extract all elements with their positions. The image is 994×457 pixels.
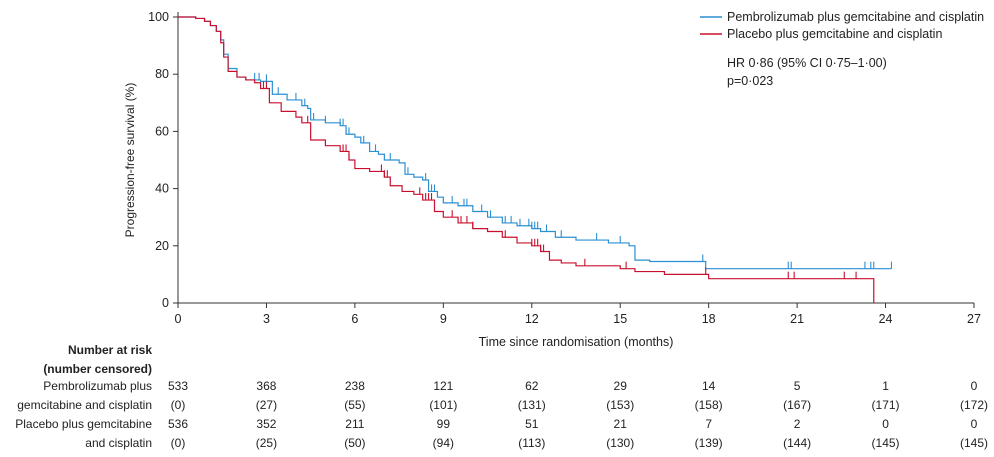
censored-value: (0): [170, 436, 186, 450]
y-tick-label: 60: [155, 124, 169, 138]
y-tick-label: 40: [155, 182, 169, 196]
at-risk-value: 533: [167, 379, 189, 393]
series-layer: [178, 16, 893, 303]
risk-group-label-placebo-1: Placebo plus gemcitabine: [15, 417, 152, 431]
y-tick-label: 0: [162, 296, 169, 310]
at-risk-value: 0: [882, 417, 889, 431]
at-risk-value: 99: [436, 417, 450, 431]
x-tick-label: 21: [790, 312, 804, 326]
at-risk-value: 51: [525, 417, 539, 431]
at-risk-value: 238: [344, 379, 365, 393]
x-tick-label: 27: [967, 312, 981, 326]
censored-value: (113): [518, 436, 546, 450]
censored-value: (153): [606, 398, 635, 412]
x-axis-label: Time since randomisation (months): [479, 335, 674, 349]
x-tick-label: 18: [702, 312, 716, 326]
censored-value: (25): [255, 436, 278, 450]
censored-value: (55): [344, 398, 366, 412]
risk-group-label-pembro-2: gemcitabine and cisplatin: [17, 398, 152, 412]
at-risk-value: 368: [256, 379, 277, 393]
censored-value: (130): [606, 436, 635, 450]
at-risk-value: 62: [525, 379, 539, 393]
legend: Pembrolizumab plus gemcitabine and cispl…: [700, 10, 984, 41]
at-risk-value: 14: [701, 379, 716, 393]
x-tick-label: 0: [175, 312, 182, 326]
at-risk-value: 2: [793, 417, 801, 431]
y-axis-label: Progression-free survival (%): [123, 83, 137, 238]
x-tick-label: 12: [525, 312, 539, 326]
p-value-annotation: p=0·023: [727, 74, 773, 88]
at-risk-value: 7: [705, 417, 712, 431]
y-tick-label: 100: [148, 10, 169, 24]
at-risk-value: 0: [970, 417, 978, 431]
axes: 0 3 6 9 12 15 18 21 24 27 0 20 40 60 80 100: [148, 10, 981, 326]
censored-value: (0): [170, 398, 186, 412]
at-risk-value: 5: [793, 379, 801, 393]
censored-value: (144): [783, 436, 812, 450]
legend-label-placebo: Placebo plus gemcitabine and cisplatin: [727, 27, 942, 41]
x-tick-label: 24: [879, 312, 893, 326]
at-risk-value: 1: [882, 379, 889, 393]
survival-curve-pembro: [178, 16, 892, 270]
censored-value: (171): [871, 398, 900, 412]
censored-value: (167): [783, 398, 812, 412]
at-risk-value: 0: [970, 379, 978, 393]
censored-value: (145): [959, 436, 988, 450]
at-risk-value: 536: [167, 417, 189, 431]
censored-value: (94): [432, 436, 454, 450]
x-tick-label: 3: [263, 312, 270, 326]
legend-label-pembro: Pembrolizumab plus gemcitabine and cispl…: [727, 10, 984, 24]
risk-group-label-pembro-1: Pembrolizumab plus: [43, 379, 152, 393]
censored-value: (27): [255, 398, 278, 412]
censored-value: (131): [517, 398, 546, 412]
risk-table-title: Number at risk: [67, 343, 152, 357]
risk-group-label-placebo-2: and cisplatin: [85, 436, 152, 450]
at-risk-value: 352: [256, 417, 277, 431]
censored-value: (158): [694, 398, 723, 412]
censored-value: (172): [959, 398, 988, 412]
at-risk-value: 211: [345, 417, 365, 431]
risk-table-subtitle: (number censored): [43, 362, 152, 376]
y-tick-label: 20: [155, 239, 169, 253]
x-tick-label: 15: [613, 312, 627, 326]
x-tick-label: 9: [440, 312, 447, 326]
at-risk-value: 21: [613, 417, 627, 431]
censored-value: (101): [429, 398, 458, 412]
at-risk-value: 121: [433, 379, 454, 393]
hazard-ratio-annotation: HR 0·86 (95% CI 0·75–1·00): [727, 56, 887, 70]
at-risk-value: 29: [613, 379, 627, 393]
censored-value: (139): [694, 436, 723, 450]
censored-value: (50): [344, 436, 366, 450]
x-tick-label: 6: [351, 312, 358, 326]
censored-value: (145): [871, 436, 900, 450]
y-tick-label: 80: [155, 67, 169, 81]
